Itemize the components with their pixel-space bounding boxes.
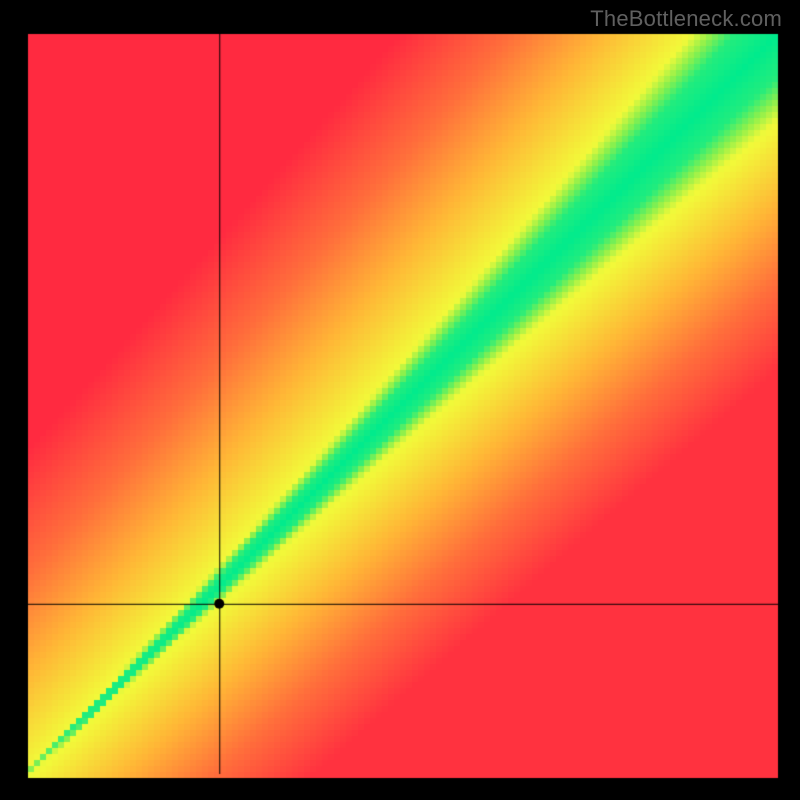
bottleneck-heatmap — [0, 0, 800, 800]
watermark-text: TheBottleneck.com — [590, 6, 782, 32]
chart-container: TheBottleneck.com — [0, 0, 800, 800]
